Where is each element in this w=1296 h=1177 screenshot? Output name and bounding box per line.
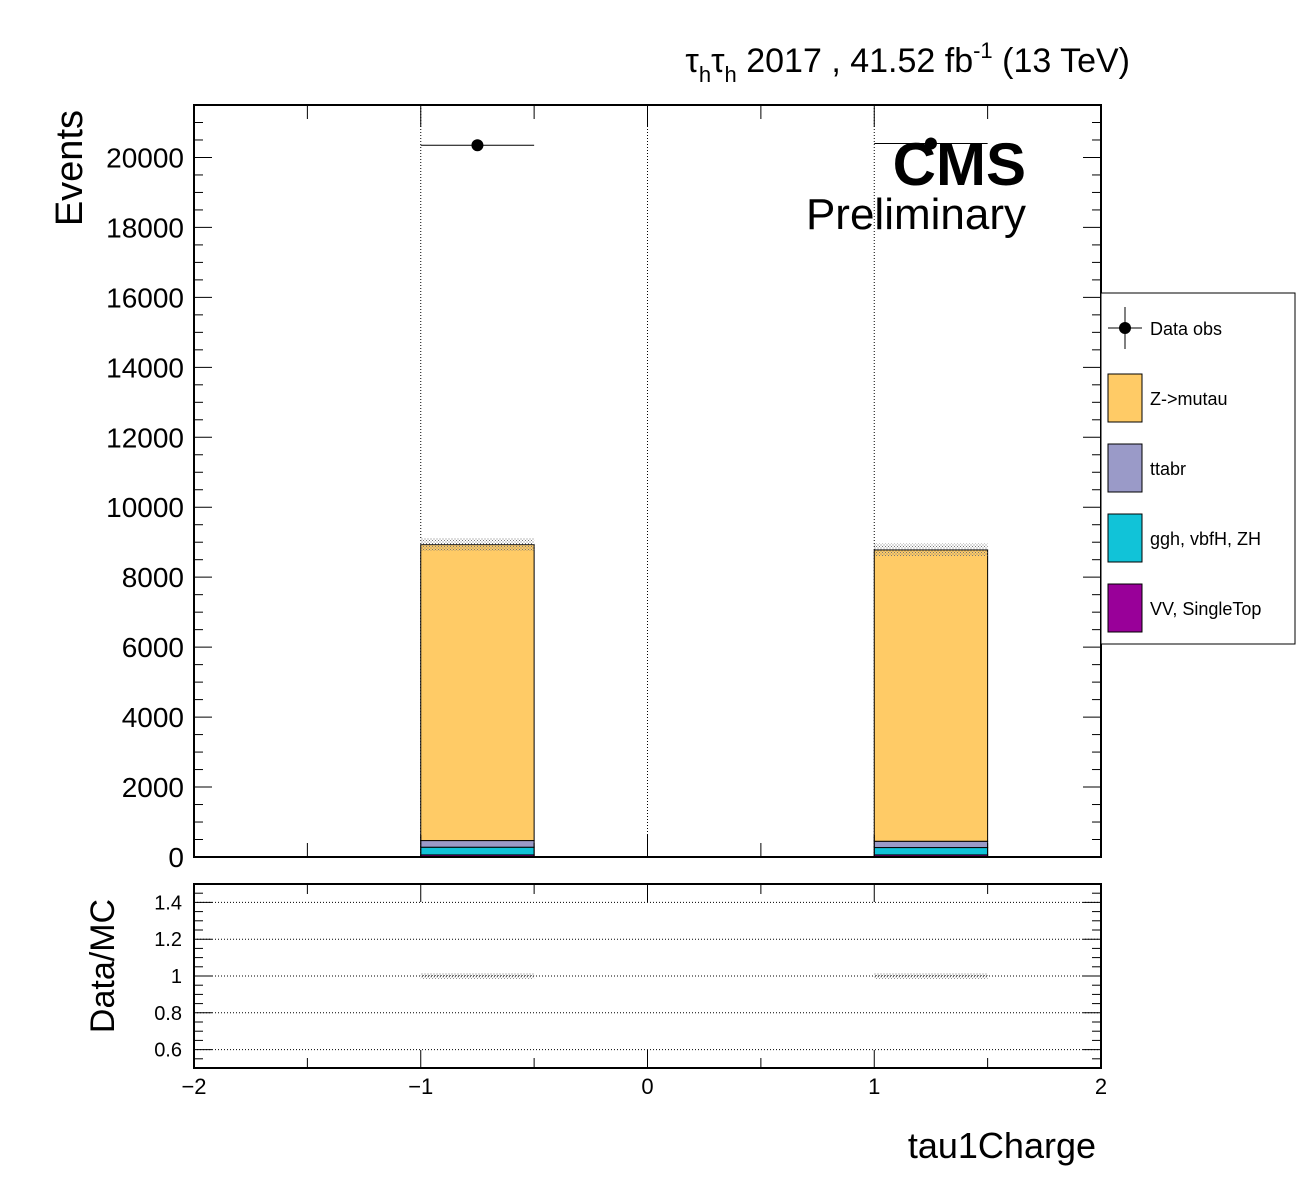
main-ytick-label-4000: 4000 [122,702,184,733]
xtick-label-4: 2 [1095,1074,1107,1099]
legend-label-ggh-vbfh-zh: ggh, vbfH, ZH [1150,529,1261,549]
data-point-0 [471,139,484,152]
xaxis-label: tau1Charge [908,1125,1096,1166]
main-ytick-label-0: 0 [168,842,184,873]
legend-label-z-mutau: Z->mutau [1150,389,1228,409]
lumi-text: 2017 , 41.52 fb [737,42,973,80]
preliminary-label: Preliminary [806,190,1026,239]
main-ytick-label-6000: 6000 [122,632,184,663]
ratio-ytick-label-4: 1.4 [154,892,182,914]
bar-z-mutau-bin-1 [873,549,989,842]
ratio-unc-band-bin-0 [420,973,535,979]
ratio-unc-band-bin-1 [874,973,988,979]
bar-z-mutau-bin-0 [420,544,535,842]
data-point-1 [924,137,937,150]
ratio-ytick-label-3: 1.2 [154,929,182,951]
channel-tau-2: τ [711,42,725,80]
lumi-exponent: -1 [973,38,993,63]
legend-label-ttabr: ttabr [1150,459,1186,479]
mc-uncertainty-band-bin-0 [420,538,535,551]
legend-swatch-ttabr [1107,443,1143,493]
main-ytick-label-18000: 18000 [106,212,184,243]
xtick-label-2: 0 [641,1074,653,1099]
ratio-ytick-label-0: 0.6 [154,1040,182,1062]
xtick-label-0: −2 [181,1074,206,1099]
main-ytick-label-20000: 20000 [106,142,184,173]
channel-tau-1: τ [685,42,699,80]
mc-uncertainty-band-bin-1 [874,543,988,557]
main-ytick-label-14000: 14000 [106,352,184,383]
channel-sub-1: h [699,62,711,87]
main-ytick-label-12000: 12000 [106,422,184,453]
main-ytick-label-8000: 8000 [122,562,184,593]
xtick-label-1: −1 [408,1074,433,1099]
main-panel: 0 2000 4000 6000 8000 10000 12000 14000 16000 180… [49,104,1102,873]
main-ytick-label-16000: 16000 [106,282,184,313]
channel-sub-2: h [725,62,737,87]
bar-ttabr-bin-1 [873,840,989,849]
bar-ggh-vbfh-zh-bin-0 [420,846,535,856]
main-ytick-label-2000: 2000 [122,772,184,803]
bar-ttabr-bin-0 [420,840,535,848]
cms-label: CMS [893,131,1026,198]
xtick-label-3: 1 [868,1074,880,1099]
ratio-ytick-label-2: 1 [171,966,182,988]
legend-label-data-obs: Data obs [1150,319,1222,339]
bar-ggh-vbfh-zh-bin-1 [873,847,989,856]
legend-data-marker [1119,322,1131,334]
ratio-ytick-label-1: 0.8 [154,1003,182,1025]
lumi-header: τhτh 2017 , 41.52 fb-1 (13 TeV) [685,38,1130,87]
main-ylabel: Events [49,110,91,226]
legend-swatch-z-mutau [1107,373,1143,423]
legend: Data obs Z->mutau ttabr ggh, vbfH, ZH VV, Si… [1100,292,1296,645]
legend-swatch-ggh-vbfh-zh [1107,513,1143,563]
energy-text: (13 TeV) [993,42,1130,80]
legend-label-vv-singletop: VV, SingleTop [1150,599,1261,619]
legend-swatch-vv-singletop [1107,583,1143,633]
ratio-panel: 0.6 0.8 1 1.2 1.4 −2 −1 0 1 2 Data/MC tau1Charge [84,883,1107,1166]
ratio-ylabel: Data/MC [84,899,122,1033]
main-ytick-label-10000: 10000 [106,492,184,523]
